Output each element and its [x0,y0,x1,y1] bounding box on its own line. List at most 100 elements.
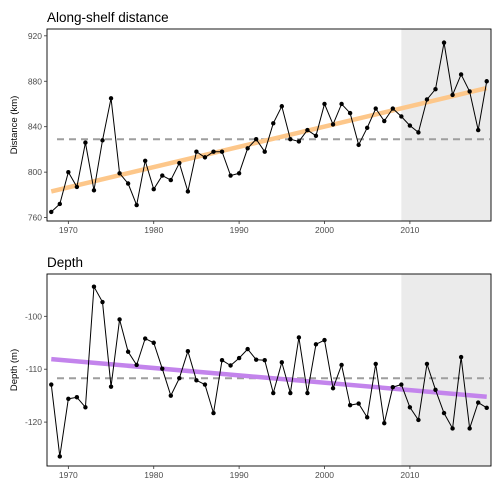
data-point-distance [236,171,242,176]
data-point-distance [288,137,293,142]
data-point-distance [416,130,421,135]
data-point-depth [117,317,122,322]
data-point-depth [279,360,285,365]
data-point-depth [382,420,387,426]
data-point-distance [313,133,319,138]
data-point-depth [484,405,489,411]
data-point-distance [450,92,455,98]
data-point-distance [253,137,259,142]
data-point-depth [125,349,131,354]
x-tick-label: 1990 [230,225,249,235]
data-point-depth [364,415,370,420]
data-point-depth [211,410,216,416]
data-point-distance [305,127,310,133]
y-axis-label-depth: Depth (m) [9,349,20,391]
data-point-depth [74,395,80,400]
points-depth [49,284,489,459]
data-point-distance [245,146,250,151]
data-point-distance [271,121,276,126]
panel-depth: Depth -100-110-120 1970 1980 1990 2000 2010 … [9,255,492,480]
points-distance [49,40,489,215]
y-axis-depth: -100 -110 -120 [25,311,47,427]
data-point-depth [160,366,165,371]
data-point-distance [74,184,80,190]
x-tick-label: 2010 [400,470,419,480]
data-point-depth [356,401,361,406]
x-tick-label: 1980 [144,470,163,480]
data-point-distance [484,79,489,84]
data-point-depth [262,358,267,363]
data-point-distance [407,123,413,128]
data-point-distance [339,101,344,107]
data-point-depth [219,358,225,363]
data-point-depth [49,382,54,387]
data-point-depth [66,396,71,402]
shaded-region-distance [401,29,491,221]
data-point-depth [347,402,353,408]
y-axis-label-distance: Distance (km) [9,96,20,155]
data-point-depth [339,362,344,368]
data-point-depth [91,284,97,289]
y-tick-label: 840 [28,122,42,132]
x-tick-label: 2000 [315,470,334,480]
data-point-distance [382,118,387,124]
data-point-depth [313,342,319,347]
data-point-depth [168,393,174,398]
data-point-distance [373,106,378,111]
data-point-depth [108,384,114,389]
data-point-distance [458,72,464,77]
data-point-depth [100,299,105,305]
series-line-depth [50,284,487,457]
y-tick-label: 880 [28,76,42,86]
data-point-depth [228,363,233,368]
data-point-depth [194,378,199,383]
data-point-depth [271,390,276,396]
data-point-distance [66,169,71,175]
y-tick-label: -120 [25,417,42,427]
data-point-distance [83,140,88,145]
data-point-depth [288,390,293,396]
panel-title-depth: Depth [47,255,83,270]
data-point-distance [194,149,199,154]
data-point-distance [424,97,430,102]
panel-distance: Along-shelf distance 760 800 840 880 920 197… [9,10,492,235]
plot-frame-depth [46,273,492,467]
data-point-distance [467,89,472,94]
x-axis-depth: 1970 1980 1990 2000 2010 [59,466,420,480]
data-point-distance [134,202,139,208]
data-point-depth [390,384,396,390]
data-point-distance [168,177,174,183]
data-point-depth [296,335,302,340]
data-point-distance [211,149,216,154]
data-point-distance [390,106,396,111]
data-point-distance [347,110,353,116]
data-point-distance [219,149,225,154]
data-point-distance [108,96,114,101]
data-point-distance [117,171,122,176]
data-point-distance [330,122,336,127]
data-point-distance [262,149,267,154]
data-point-distance [356,142,361,148]
panel-title-distance: Along-shelf distance [47,10,169,25]
data-point-distance [100,138,105,143]
data-point-depth [185,349,191,354]
plot-frame-distance [46,28,492,222]
data-point-distance [160,173,165,178]
x-tick-label: 1970 [59,470,78,480]
data-point-depth [441,410,447,416]
x-tick-label: 2010 [400,225,419,235]
data-point-depth [424,361,430,367]
data-point-distance [125,181,131,186]
data-point-distance [185,189,191,194]
data-point-distance [228,173,233,178]
data-point-distance [49,209,54,215]
data-point-distance [441,40,447,45]
y-tick-label: 760 [28,213,42,223]
data-point-distance [177,160,182,166]
data-point-depth [467,426,472,431]
data-point-depth [322,337,327,343]
data-point-distance [399,114,404,119]
data-point-distance [151,186,156,192]
trend-line-distance [50,85,488,194]
series-line-distance [50,42,488,213]
